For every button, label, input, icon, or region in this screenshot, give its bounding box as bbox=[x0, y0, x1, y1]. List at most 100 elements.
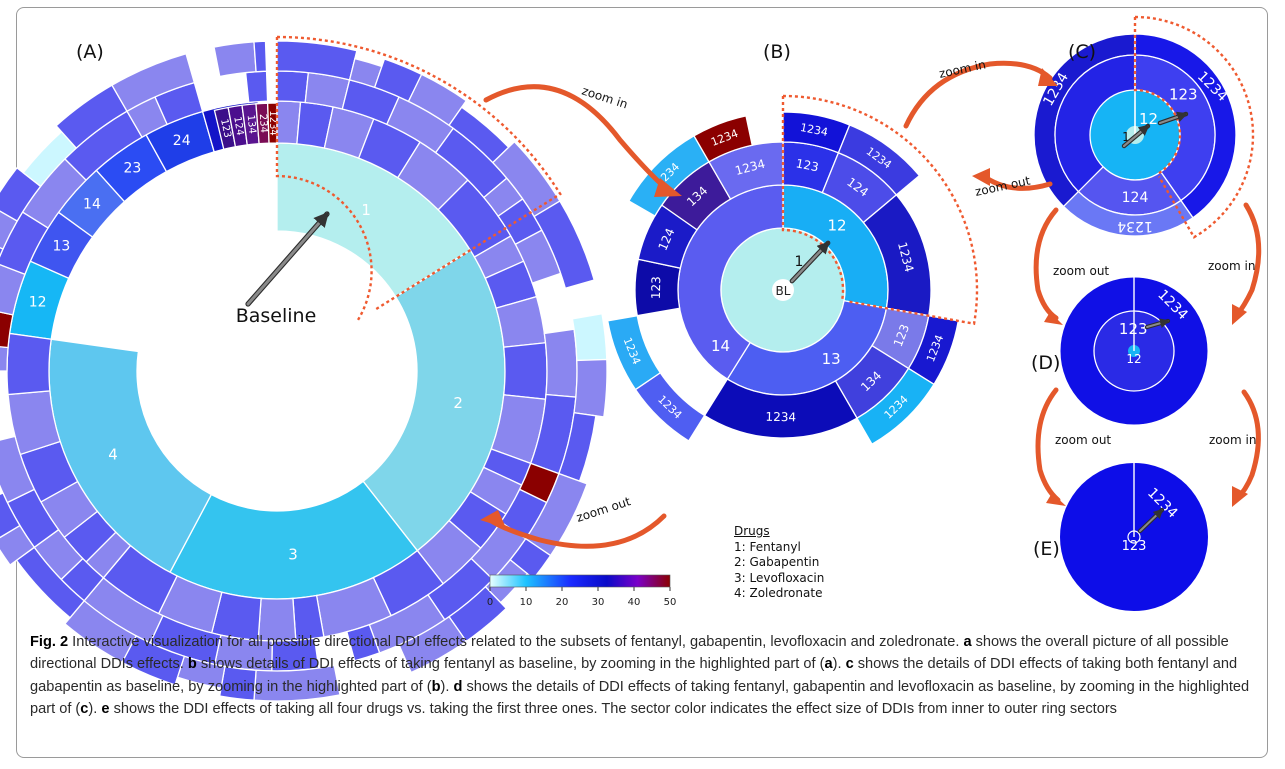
sector-label-c-1: 1 bbox=[1122, 130, 1130, 144]
sector-label-c-124: 124 bbox=[1122, 190, 1149, 206]
sector-label-b-ring2: 123 bbox=[795, 156, 820, 174]
baseline-arrow bbox=[246, 211, 329, 306]
sector-label-a-234: 234 bbox=[257, 114, 269, 134]
zoom-out-arrow-cb-head bbox=[972, 168, 990, 186]
colorbar-tick-marks bbox=[489, 574, 671, 591]
sector-a-outer bbox=[0, 492, 21, 539]
zoom-in-arrow-cd-head bbox=[1232, 304, 1247, 325]
highlight-region-c-inner bbox=[1133, 17, 1182, 176]
sector-a-outer bbox=[244, 70, 269, 104]
sector-label-c-123: 123 bbox=[1169, 86, 1198, 104]
zoom-out-arrow-ed bbox=[1035, 387, 1061, 503]
caption-d-letter: d bbox=[453, 678, 463, 695]
drug-item-zoledronate: 4: Zoledronate bbox=[734, 586, 823, 600]
zoom-in-label-cd: zoom in bbox=[1208, 259, 1255, 273]
drug-item-fentanyl: 1: Fentanyl bbox=[734, 539, 801, 554]
sector-label-a-3: 3 bbox=[288, 545, 298, 563]
caption-d-end: ). bbox=[88, 701, 102, 718]
panel-label-e: (E) bbox=[1033, 538, 1060, 560]
sector-b-ring3 bbox=[606, 314, 662, 391]
zoom-out-arrow-dc bbox=[1033, 207, 1059, 321]
sector-a-outer bbox=[543, 328, 578, 398]
colorbar-tick-0: 0 bbox=[486, 597, 494, 608]
sector-label-b-ring2: 123 bbox=[649, 276, 663, 299]
sector-label-b-1: 1 bbox=[795, 254, 804, 270]
zoom-in-label-de: zoom in bbox=[1209, 433, 1256, 447]
colorbar-tick-50: 50 bbox=[663, 597, 677, 608]
zoom-in-label-bc: zoom in bbox=[938, 57, 987, 81]
sector-label-b-ring2: 1234 bbox=[765, 410, 796, 425]
highlight-region-b-inner bbox=[781, 96, 845, 301]
caption-b-end: ). bbox=[832, 656, 846, 673]
drug-item-levofloxacin: 3: Levofloxacin bbox=[734, 570, 825, 585]
sector-label-c-12: 12 bbox=[1139, 110, 1158, 128]
sector-label-a-4: 4 bbox=[108, 446, 118, 464]
caption-intro: Interactive visualization for all possib… bbox=[68, 634, 964, 650]
panel-label-c: (C) bbox=[1068, 41, 1096, 63]
sector-label-d-12: 12 bbox=[1126, 352, 1141, 366]
panel-label-d: (D) bbox=[1031, 352, 1060, 374]
zoom-out-label-ed: zoom out bbox=[1055, 433, 1111, 447]
caption-c-end: ). bbox=[440, 678, 454, 695]
sector-label-e-123: 123 bbox=[1122, 539, 1147, 554]
arrow-b bbox=[790, 241, 830, 283]
sector-a-outer bbox=[398, 615, 468, 674]
colorbar-tick-10: 10 bbox=[519, 597, 533, 608]
sector-label-a-124: 124 bbox=[231, 116, 245, 137]
zoom-in-arrow-ab-head bbox=[654, 178, 682, 197]
sector-label-a-23: 23 bbox=[123, 160, 141, 176]
caption-c-letter: c bbox=[845, 656, 854, 673]
zoom-out-arrow-ba bbox=[487, 513, 667, 549]
drugs-legend-title: Drugs bbox=[734, 524, 770, 538]
caption-e-letter: e bbox=[101, 701, 110, 718]
caption-a-text: shows the overall picture of all possibl… bbox=[30, 634, 1229, 673]
sector-label-b-14: 14 bbox=[711, 337, 730, 355]
panel-label-b: (B) bbox=[763, 41, 791, 63]
sector-label-a-12: 12 bbox=[29, 294, 47, 310]
colorbar-tick-30: 30 bbox=[591, 597, 605, 608]
sector-b-ring3 bbox=[856, 367, 935, 446]
panel-label-a: (A) bbox=[76, 41, 104, 63]
sector-a-outer bbox=[503, 342, 548, 400]
sector-label-b-ring3: 1234 bbox=[799, 121, 829, 139]
caption-d-text: shows the details of DDI effects of taki… bbox=[30, 678, 1250, 718]
zoom-out-label-dc: zoom out bbox=[1053, 264, 1109, 278]
sector-a-outer bbox=[111, 52, 196, 113]
sector-label-a-2: 2 bbox=[453, 394, 463, 412]
sector-label-c-1234b: 1234 bbox=[1117, 218, 1153, 234]
sector-label-a-13: 13 bbox=[52, 239, 70, 255]
sector-label-a-1234: 1234 bbox=[267, 110, 278, 136]
panel-a-sunburst: 12341213142324341231241342341234Baseline bbox=[0, 35, 608, 702]
sector-label-b-12: 12 bbox=[827, 217, 846, 235]
caption-a-letter: a bbox=[963, 634, 972, 650]
drugs-legend: Drugs 1: Fentanyl 2: Gabapentin 3: Levof… bbox=[734, 524, 824, 602]
sector-b-ring3 bbox=[837, 124, 921, 196]
sector-b-bl-label: BL bbox=[776, 284, 791, 298]
caption-c-ref: b bbox=[431, 678, 441, 695]
arrow-c2 bbox=[1158, 111, 1189, 125]
sector-a-outer bbox=[276, 70, 310, 104]
colorbar-tick-40: 40 bbox=[627, 597, 641, 608]
zoom-out-arrow-dc-head bbox=[1044, 312, 1063, 325]
caption-e-text: shows the DDI effects of taking all four… bbox=[109, 701, 1117, 718]
sector-a-outer bbox=[6, 332, 52, 396]
sector-a-outer bbox=[571, 312, 608, 362]
sector-b-center bbox=[772, 279, 794, 301]
zoom-arrows bbox=[480, 60, 1262, 549]
sector-label-b-13: 13 bbox=[822, 350, 841, 368]
arrow-e bbox=[1139, 508, 1164, 532]
drug-item-gabapentin: 2: Gabapentin bbox=[734, 555, 820, 569]
colorbar bbox=[490, 575, 670, 587]
caption-b-letter: b bbox=[187, 656, 197, 673]
sector-a-outer bbox=[0, 435, 36, 504]
sector-label-d-123: 123 bbox=[1119, 320, 1148, 338]
zoom-in-arrow-bc-head bbox=[1038, 68, 1058, 86]
sector-label-a-123: 123 bbox=[218, 118, 233, 139]
baseline-label: Baseline bbox=[236, 305, 317, 327]
zoom-in-arrow-bc bbox=[903, 60, 1053, 129]
zoom-out-arrow-ba-head bbox=[480, 510, 506, 528]
sector-a-outer bbox=[213, 41, 257, 78]
